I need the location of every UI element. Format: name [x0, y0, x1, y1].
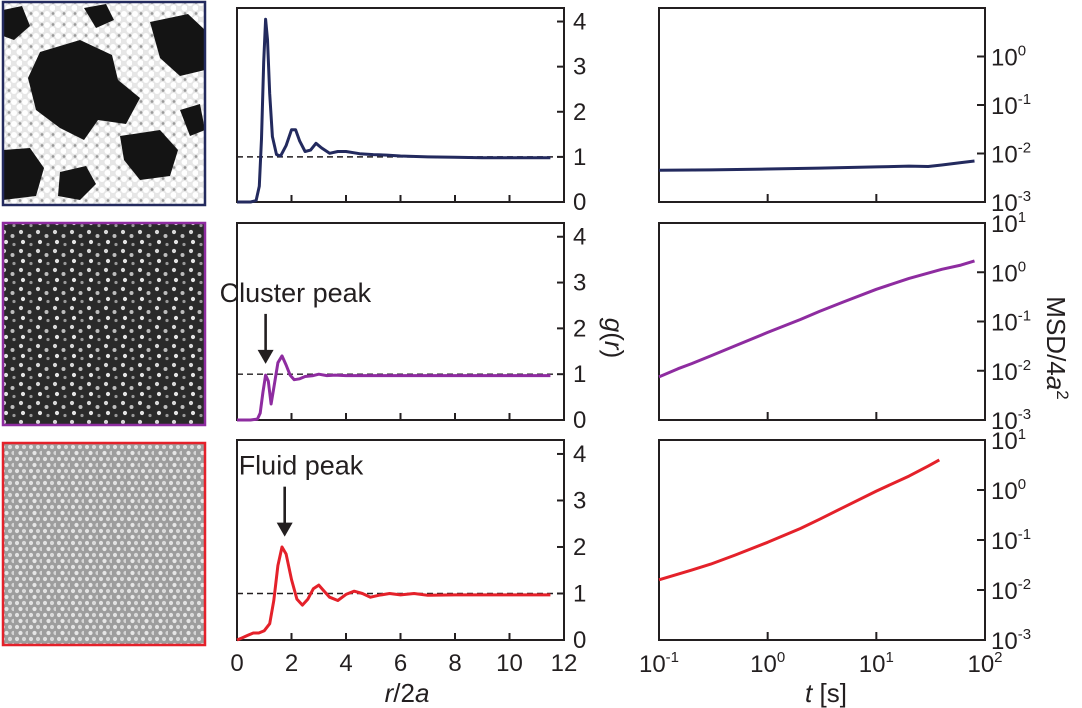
- gr-series-cluster: [237, 17, 551, 204]
- msd-y-tick-label: 100: [991, 476, 1026, 505]
- gr-x-tick-label: 6: [394, 650, 407, 677]
- gr-series-fluid: [236, 545, 551, 642]
- gr-y-tick-label: 1: [573, 144, 586, 171]
- msd-y-tick-label: 10-1: [991, 526, 1031, 555]
- gr-y-tick-label: 4: [573, 9, 586, 36]
- gr-y-tick-label: 3: [573, 270, 586, 297]
- msd-y-tick-label: 10-2: [991, 140, 1031, 169]
- gr-x-tick-label: 0: [230, 650, 243, 677]
- msd-series-fluid: [658, 458, 941, 582]
- msd-y-tick-label: 10-2: [991, 576, 1031, 605]
- msd-x-axis-label: t [s]: [805, 678, 847, 708]
- msd-panel-fluid: 10-3 10-2 10-1 100 101 10-1 100 101 102: [639, 426, 1031, 678]
- msd-panel-dilute: 10-3 10-2 10-1 100 101: [658, 209, 1031, 435]
- gr-x-axis-label: r/2a: [385, 678, 430, 708]
- cluster-phase-image: [1, 0, 207, 207]
- msd-y-tick-label: 10-2: [991, 357, 1031, 386]
- gr-y-tick-label: 3: [573, 487, 586, 514]
- gr-panel-cluster: 0 1 2 3 4: [236, 7, 586, 216]
- gr-axes-frame: [236, 222, 565, 421]
- msd-y-tick-label: 10-3: [991, 626, 1031, 655]
- msd-y-tick-label: 101: [991, 426, 1026, 455]
- msd-series-dilute: [658, 259, 975, 379]
- msd-y-tick-label: 10-1: [991, 308, 1031, 337]
- gr-y-axis-label: g(r): [599, 318, 629, 358]
- msd-y-axis-label: MSD/4a2: [1041, 296, 1072, 399]
- msd-y-tick-label: 10-3: [991, 188, 1031, 217]
- dilute-phase-image: [1, 221, 207, 427]
- gr-x-tick-label: 12: [551, 650, 578, 677]
- msd-x-tick-label: 101: [859, 649, 894, 678]
- gr-y-tick-label: 0: [573, 407, 586, 434]
- msd-y-tick-label: 100: [991, 258, 1026, 287]
- gr-y-tick-label: 4: [573, 441, 586, 468]
- msd-y-tick-label: 10-3: [991, 406, 1031, 435]
- msd-x-tick-label: 102: [967, 649, 1002, 678]
- gr-y-tick-label: 1: [573, 580, 586, 607]
- annotation-fluid-peak: Fluid peak: [239, 451, 364, 481]
- fluid-phase-image: [1, 441, 207, 647]
- msd-panel-cluster: 10-3 10-2 10-1 100: [658, 7, 1031, 217]
- gr-y-tick-label: 2: [573, 534, 586, 561]
- msd-axes-frame: [658, 439, 986, 641]
- annotation-arrowhead: [276, 522, 293, 537]
- gr-x-tick-label: 8: [448, 650, 461, 677]
- gr-y-tick-label: 3: [573, 54, 586, 81]
- msd-axes-frame: [658, 222, 986, 421]
- gr-y-tick-label: 0: [573, 627, 586, 654]
- msd-y-tick-label: 10-1: [991, 91, 1031, 120]
- msd-panels: 10-310-210-110010-310-210-110010110-310-…: [639, 7, 1031, 678]
- msd-x-tick-label: 10-1: [639, 649, 679, 678]
- msd-y-tick-label: 100: [991, 43, 1026, 72]
- gr-series-dilute: [237, 354, 551, 422]
- gr-panel-dilute: 0 1 2 3 4 Cluster peak: [220, 222, 586, 434]
- gr-y-tick-label: 0: [573, 189, 586, 216]
- gr-axes-frame: [236, 7, 565, 203]
- msd-x-tick-label: 100: [750, 649, 785, 678]
- gr-y-tick-label: 4: [573, 224, 586, 251]
- gr-x-tick-label: 2: [285, 650, 298, 677]
- gr-y-tick-label: 2: [573, 315, 586, 342]
- msd-axes-frame: [658, 7, 986, 203]
- msd-series-cluster: [658, 159, 975, 172]
- gr-y-tick-label: 1: [573, 361, 586, 388]
- annotation-arrowhead: [257, 349, 274, 364]
- msd-y-tick-label: 101: [991, 209, 1026, 238]
- gr-x-tick-label: 4: [339, 650, 352, 677]
- gr-x-tick-label: 10: [496, 650, 523, 677]
- gr-y-tick-label: 2: [573, 99, 586, 126]
- annotation-cluster-peak: Cluster peak: [220, 278, 372, 308]
